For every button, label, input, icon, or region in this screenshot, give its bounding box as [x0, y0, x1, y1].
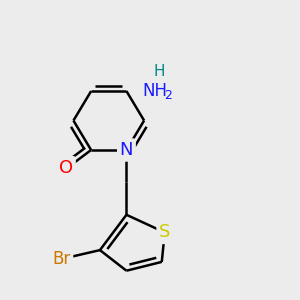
Text: N: N	[120, 141, 133, 159]
Text: S: S	[159, 224, 170, 242]
Text: Br: Br	[52, 250, 71, 268]
Text: 2: 2	[164, 89, 172, 102]
Text: O: O	[59, 159, 73, 177]
Text: NH: NH	[142, 82, 168, 100]
Text: H: H	[153, 64, 165, 79]
